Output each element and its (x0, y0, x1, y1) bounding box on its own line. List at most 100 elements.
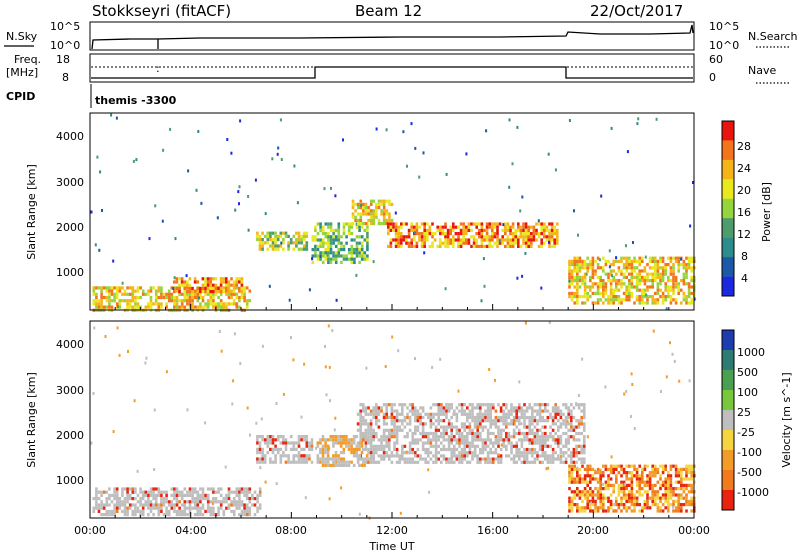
heat-cell (332, 438, 335, 442)
heat-cell (646, 503, 649, 507)
heat-cell (493, 232, 497, 236)
heat-cell (319, 244, 322, 248)
heat-cell (553, 241, 556, 245)
heat-cell (292, 241, 296, 245)
heat-cell (607, 272, 610, 276)
heat-cell (674, 259, 678, 263)
heat-cell (607, 474, 610, 478)
heat-cell (457, 241, 460, 245)
heat-cell (314, 254, 317, 258)
heat-cell (282, 435, 285, 439)
heat-cell (685, 282, 688, 286)
heat-cell (620, 503, 623, 507)
heat-cell (110, 509, 114, 513)
heat-cell (397, 241, 400, 245)
heat-cell (263, 438, 267, 442)
heat-cell (628, 263, 631, 267)
heat-cell (175, 299, 179, 303)
heat-cell (492, 460, 495, 464)
heat-cell (583, 467, 587, 471)
heat-cell (434, 435, 438, 439)
heat-cell (586, 256, 589, 260)
heat-cell (113, 493, 116, 497)
heat-cell (525, 447, 529, 452)
heat-cell (364, 212, 368, 216)
heat-cell (419, 457, 422, 461)
heat-cell (437, 428, 440, 432)
heat-cell (583, 490, 587, 494)
heat-cell (219, 286, 223, 290)
heat-cell (646, 263, 649, 267)
heat-cell (235, 283, 238, 287)
heat-cell (154, 497, 158, 501)
heat-cell (567, 435, 570, 439)
heat-cell (394, 244, 398, 248)
heat-cell (556, 232, 559, 236)
heat-cell (476, 422, 479, 426)
heat-cell (258, 460, 262, 464)
heat-cell (559, 409, 563, 413)
heat-cell (102, 513, 106, 517)
heat-cell (609, 499, 613, 503)
heat-cell (594, 509, 597, 513)
station-title: Stokkseyri (fitACF) (92, 2, 231, 20)
heat-cell (232, 509, 236, 513)
heat-cell (356, 222, 360, 226)
heat-cell (520, 438, 524, 442)
heat-cell (515, 419, 518, 423)
heat-cell (622, 256, 626, 260)
heat-cell (630, 259, 634, 263)
heat-cell (193, 500, 197, 504)
heat-cell (471, 441, 474, 445)
heat-cell (424, 447, 427, 452)
heat-cell (372, 212, 376, 216)
scatter-cell (342, 138, 344, 142)
heat-cell (599, 493, 602, 497)
heat-cell (583, 428, 586, 432)
heat-cell (524, 238, 528, 242)
heat-cell (536, 457, 539, 461)
heat-cell (467, 241, 471, 245)
heat-cell (212, 500, 215, 504)
heat-cell (654, 493, 657, 497)
scatter-cell (275, 402, 278, 405)
heat-cell (573, 259, 576, 263)
heat-cell (548, 228, 551, 232)
heat-cell (630, 269, 634, 273)
heat-cell (342, 244, 346, 248)
heat-cell (481, 403, 485, 407)
heat-cell (567, 447, 570, 452)
heat-cell (253, 490, 257, 494)
heat-cell (227, 295, 231, 300)
heat-cell (429, 451, 433, 455)
heat-cell (638, 256, 641, 260)
heat-cell (502, 409, 505, 413)
heat-cell (314, 248, 317, 252)
heat-cell (175, 500, 179, 504)
heat-cell (538, 415, 542, 420)
heat-cell (661, 471, 665, 475)
heat-cell (520, 415, 524, 420)
scatter-cell (376, 412, 378, 416)
heat-cell (385, 209, 389, 213)
heat-cell (418, 238, 421, 242)
colorbar-swatch (722, 370, 734, 391)
heat-cell (401, 409, 404, 413)
heat-cell (659, 272, 662, 276)
heat-cell (394, 232, 398, 236)
heat-cell (596, 291, 600, 295)
heat-cell (225, 292, 228, 296)
heat-cell (502, 419, 505, 423)
heat-cell (131, 497, 135, 501)
heat-cell (382, 438, 386, 442)
heat-cell (580, 419, 583, 423)
heat-cell (440, 460, 443, 464)
heat-cell (196, 295, 200, 300)
heat-cell (408, 441, 412, 445)
heat-cell (502, 415, 505, 420)
heat-cell (609, 483, 613, 487)
heat-cell (253, 497, 257, 501)
heat-cell (557, 454, 560, 458)
heat-cell (180, 305, 184, 309)
heat-cell (326, 438, 330, 442)
